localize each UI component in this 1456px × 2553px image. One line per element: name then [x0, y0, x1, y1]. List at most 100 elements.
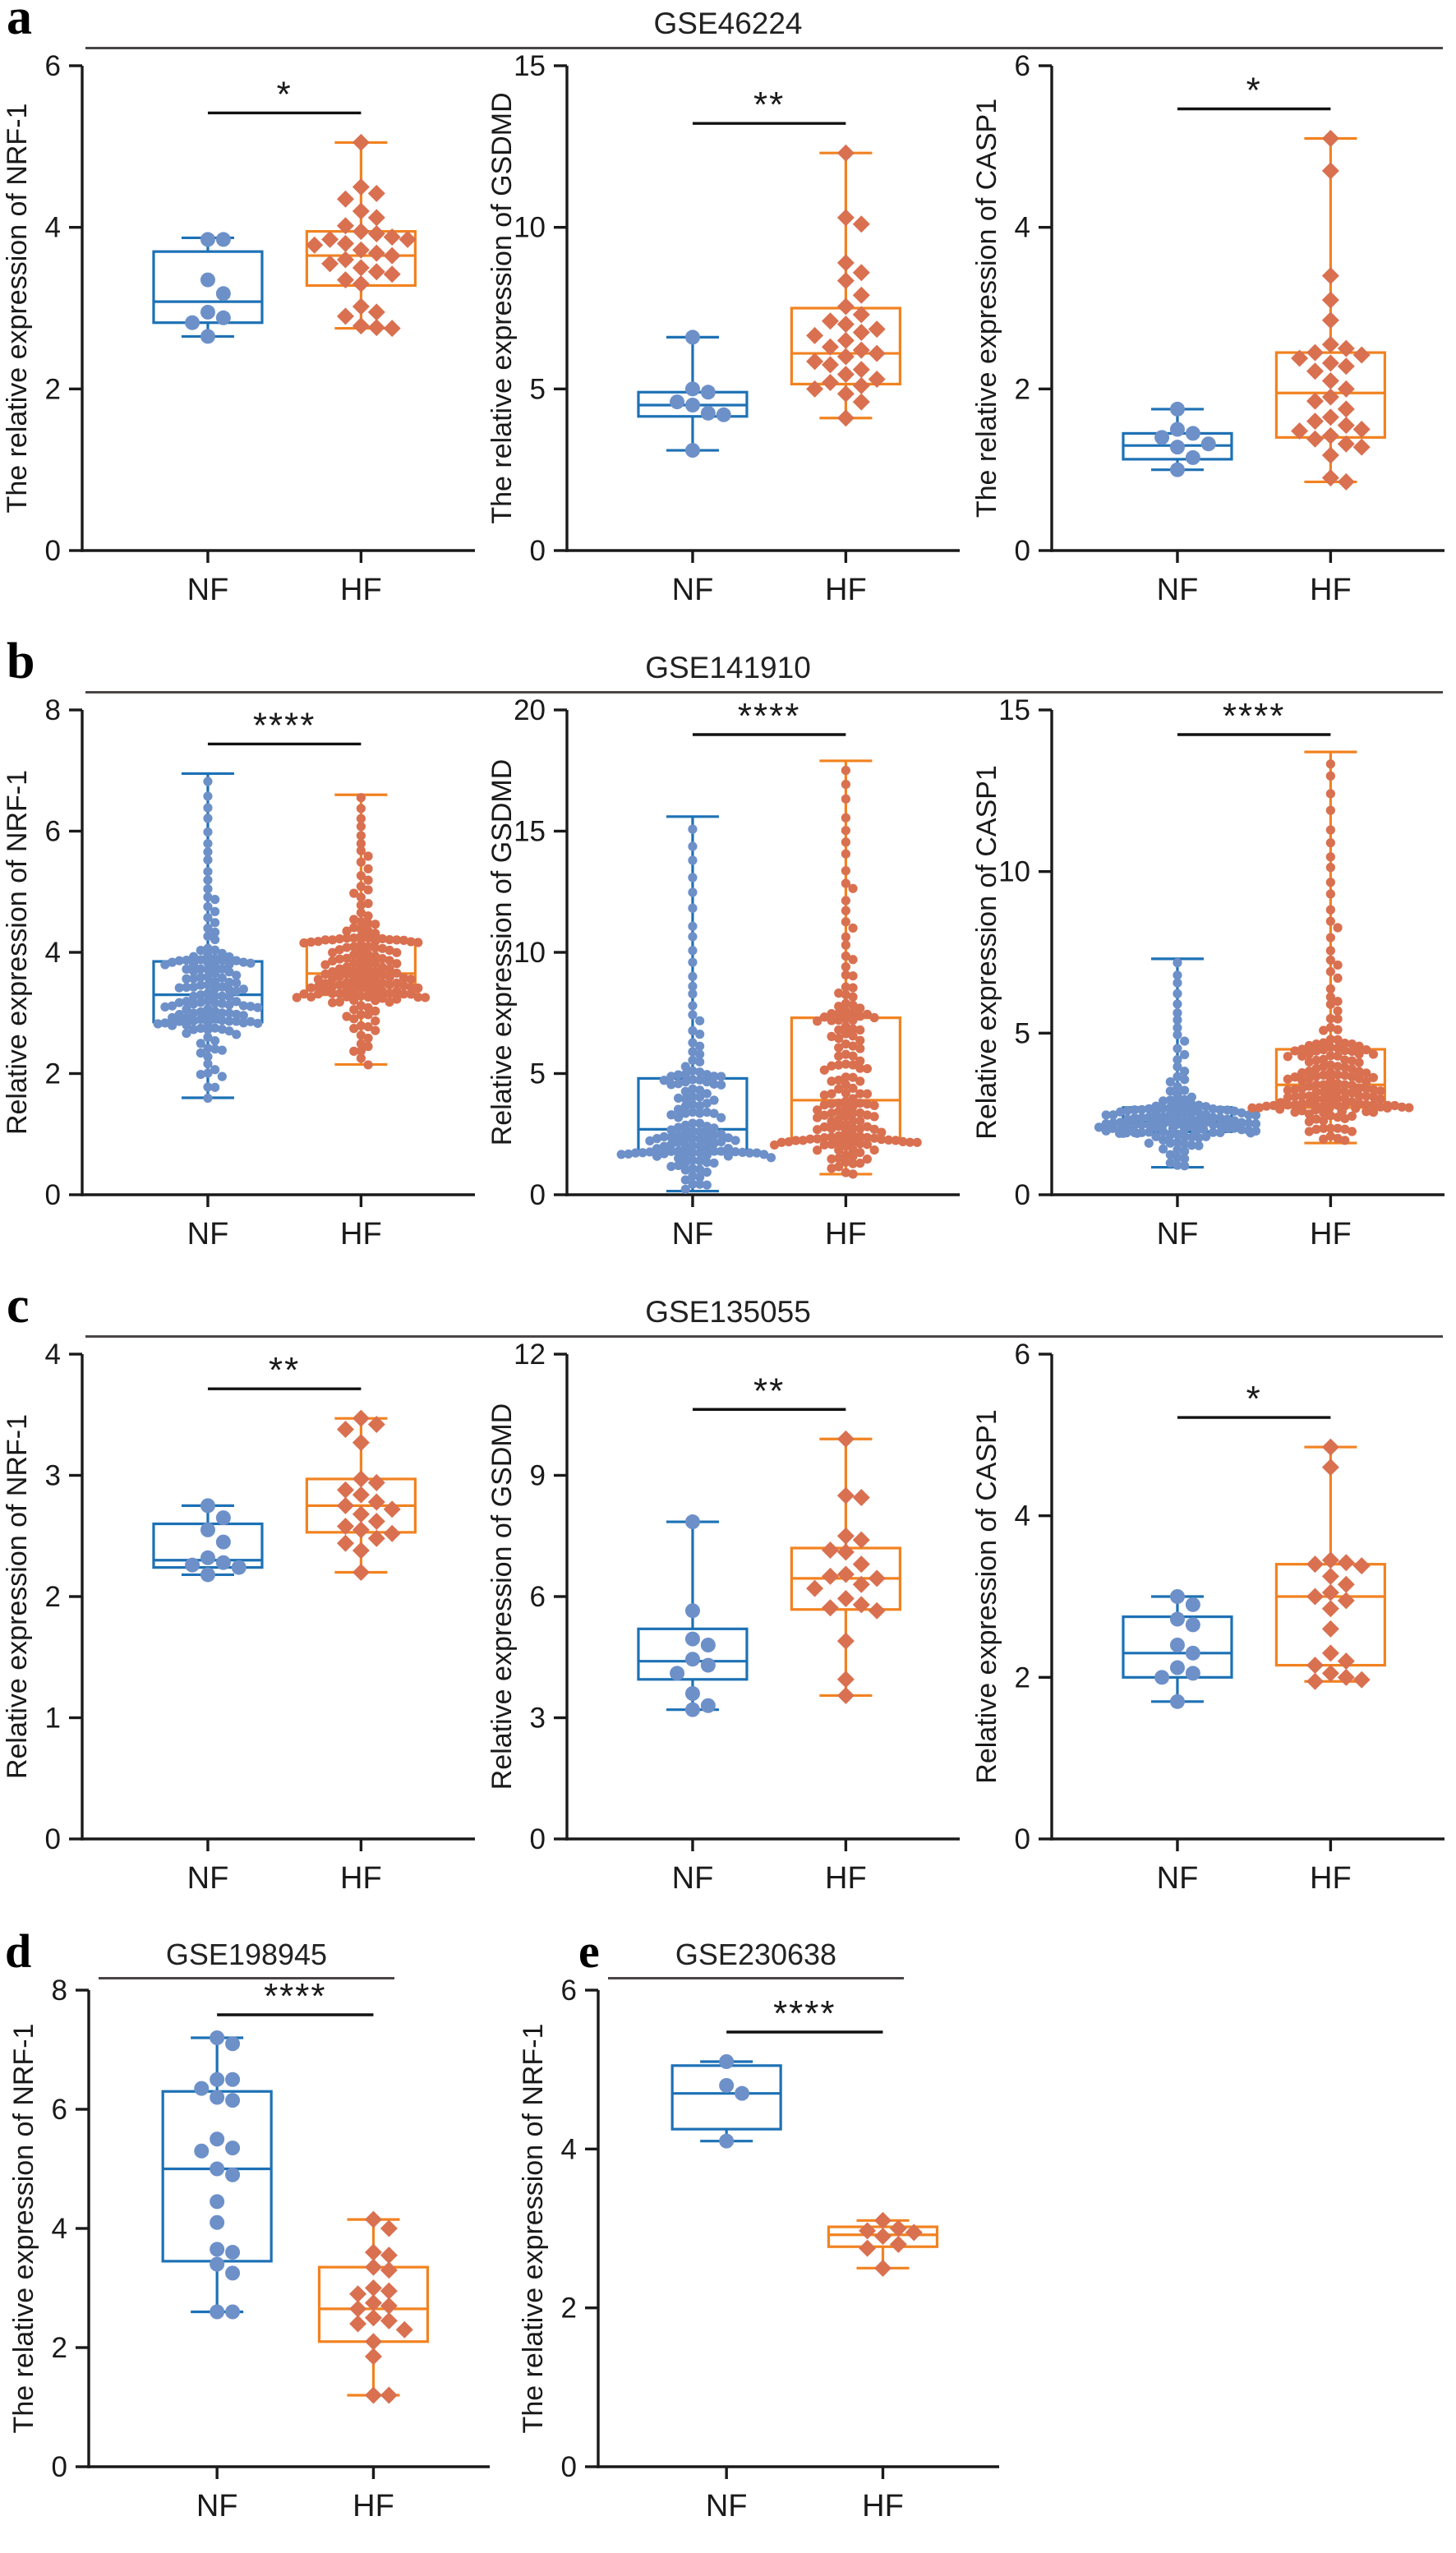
y-tick-label: 1: [45, 1703, 61, 1735]
data-point: [688, 1047, 698, 1057]
data-point: [364, 2333, 382, 2351]
data-point: [695, 1016, 705, 1025]
data-point: [1321, 354, 1339, 372]
data-point: [336, 190, 354, 208]
data-point: [246, 1002, 256, 1012]
points-group: [1094, 958, 1261, 1171]
data-point: [349, 2315, 367, 2333]
data-point: [1283, 1052, 1292, 1062]
points-group: [670, 329, 731, 459]
data-point: [848, 1008, 858, 1018]
data-point: [670, 394, 685, 410]
data-point: [1180, 1139, 1190, 1149]
data-point: [167, 1021, 177, 1030]
data-point: [855, 1044, 865, 1053]
data-point: [356, 793, 366, 803]
data-point: [1151, 1101, 1161, 1111]
y-tick-label: 15: [514, 54, 546, 82]
data-point: [752, 1148, 762, 1158]
y-tick-label: 2: [1015, 373, 1030, 405]
data-point: [160, 1002, 170, 1012]
data-point: [1297, 1044, 1307, 1054]
data-point: [684, 1603, 700, 1619]
data-point: [383, 265, 401, 283]
y-tick-label: 2: [561, 2293, 577, 2325]
data-point: [203, 943, 213, 953]
data-point: [836, 272, 855, 290]
boxplot-svg: 0 2 4 6 The relative expression of NRF-1 NF HF…: [518, 1979, 999, 2523]
data-point: [334, 945, 344, 955]
data-point: [719, 2054, 735, 2069]
data-point: [1201, 1131, 1211, 1141]
boxplot-svg: 0 5 10 15 20 Relative expression of GSDMD NF HF…: [486, 698, 960, 1251]
data-point: [385, 972, 394, 982]
data-point: [413, 938, 423, 947]
data-point: [356, 931, 366, 941]
data-point: [834, 1002, 844, 1012]
data-point: [1165, 1150, 1175, 1159]
data-point: [352, 259, 370, 277]
data-point: [836, 1686, 855, 1704]
data-point: [377, 986, 388, 996]
data-point: [210, 1023, 220, 1033]
data-point: [1173, 1062, 1182, 1071]
data-point: [827, 1154, 836, 1164]
data-point: [1247, 1103, 1257, 1113]
data-point: [1362, 1076, 1371, 1086]
data-point: [1321, 446, 1339, 464]
y-tick-label: 10: [514, 212, 546, 244]
data-point: [238, 1011, 248, 1021]
data-point: [1321, 426, 1339, 445]
data-point: [1319, 1044, 1329, 1055]
group-label: NF: [672, 1217, 714, 1251]
data-point: [716, 1113, 726, 1122]
significance-stars: ****: [253, 705, 316, 745]
data-point: [367, 263, 385, 281]
data-point: [349, 915, 359, 924]
data-point: [377, 954, 388, 964]
data-point: [848, 1051, 858, 1061]
data-point: [688, 1148, 698, 1158]
data-point: [709, 1108, 719, 1118]
data-point: [225, 2071, 241, 2087]
data-point: [342, 942, 352, 952]
data-point: [1321, 311, 1339, 329]
data-point: [210, 927, 220, 938]
data-point: [238, 1001, 248, 1011]
data-point: [695, 1085, 705, 1095]
data-point: [666, 1161, 676, 1172]
data-point: [836, 144, 855, 162]
panel-a: a GSE46224 0 2 4 6 The relative expression o…: [0, 0, 1456, 629]
data-point: [306, 236, 324, 254]
panel-d-title-rule: [99, 1977, 394, 1979]
data-point: [695, 1179, 705, 1189]
data-point: [377, 970, 388, 979]
data-point: [1333, 1123, 1343, 1133]
panel-a-charts-row: 0 2 4 6 The relative expression of NRF-1 NF HF…: [0, 54, 1456, 629]
data-point: [356, 857, 366, 867]
data-point: [182, 1020, 191, 1030]
data-point: [1283, 1074, 1292, 1084]
data-point: [1333, 1093, 1343, 1104]
group-label: HF: [825, 1861, 867, 1896]
data-point: [356, 839, 366, 849]
data-point: [336, 1534, 354, 1552]
data-point: [1362, 1068, 1371, 1078]
data-point: [852, 393, 870, 411]
data-point: [1325, 992, 1335, 1002]
data-point: [877, 1135, 887, 1145]
data-point: [299, 938, 309, 948]
data-point: [869, 1133, 879, 1143]
data-point: [1337, 1592, 1355, 1610]
data-point: [1321, 129, 1339, 148]
data-point: [834, 1154, 844, 1164]
data-point: [769, 1140, 780, 1150]
data-point: [160, 960, 170, 970]
data-point: [1194, 1133, 1204, 1143]
panel-c-title: GSE135055: [645, 1295, 811, 1329]
data-point: [196, 980, 205, 990]
data-point: [684, 1631, 700, 1647]
data-point: [349, 2300, 367, 2318]
data-point: [363, 1021, 373, 1032]
